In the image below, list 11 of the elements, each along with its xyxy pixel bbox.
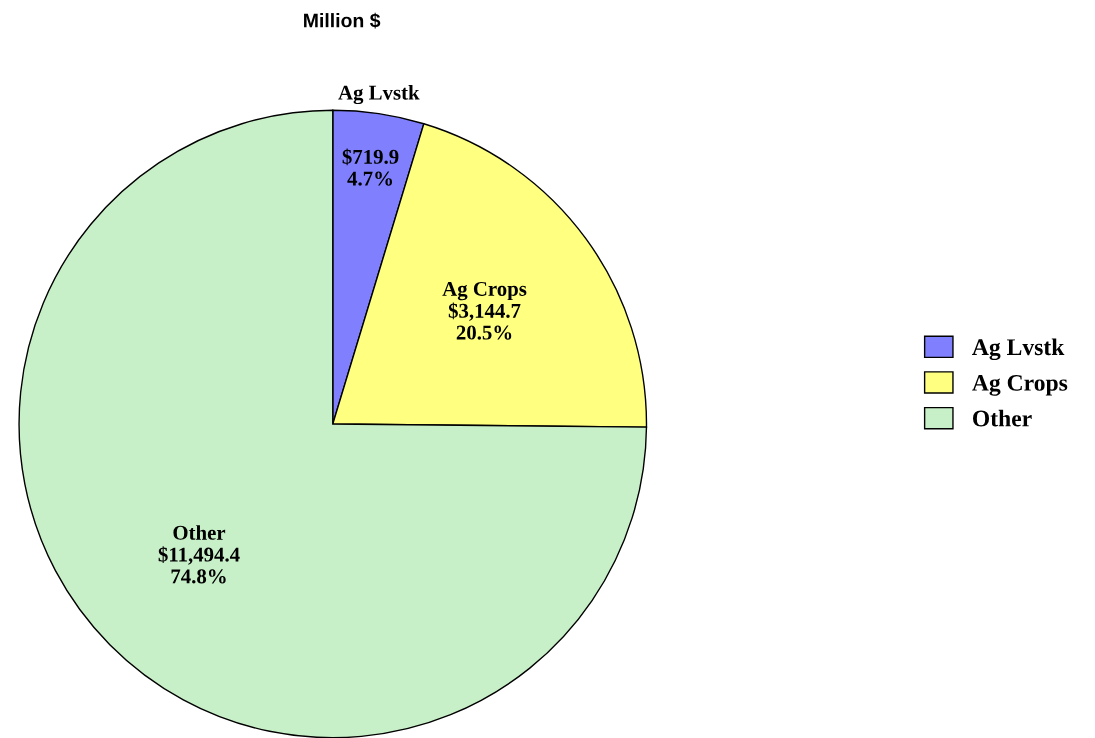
chart-title: Million $	[304, 12, 381, 29]
slice-label: Ag Lvstk	[338, 85, 420, 105]
legend-label: Other	[973, 409, 1032, 427]
legend-label: Ag Crops	[972, 374, 1068, 396]
data-label: $719.9 4.7%	[342, 148, 399, 186]
slice-label: Ag Crops	[442, 281, 527, 301]
pie-slice	[18, 109, 648, 738]
slice-label: Other	[173, 525, 226, 540]
data-label: $3,144.7 20.5%	[448, 302, 521, 340]
legend-label: Ag Lvstk	[972, 338, 1065, 361]
data-label: $11,494.4 74.8%	[158, 546, 240, 584]
